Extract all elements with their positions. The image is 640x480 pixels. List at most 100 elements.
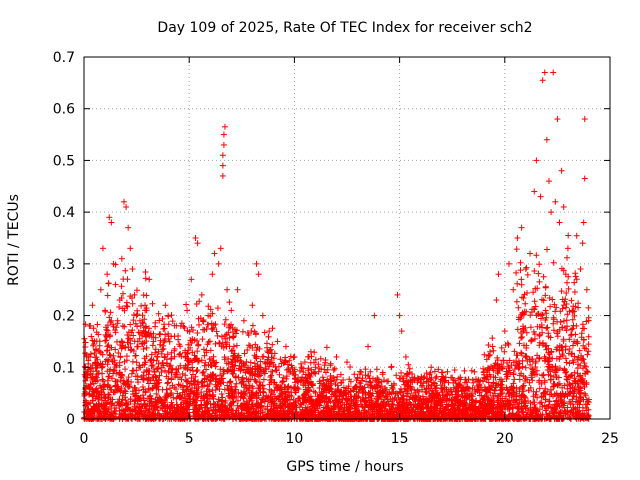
data-point (102, 307, 109, 314)
data-point (177, 322, 184, 329)
data-point (409, 374, 416, 381)
data-point (266, 328, 273, 335)
data-point (581, 116, 588, 123)
y-tick-label: 0.3 (53, 257, 75, 273)
data-point (171, 333, 178, 340)
data-point (106, 214, 113, 221)
data-point (428, 364, 435, 371)
data-point (89, 302, 96, 309)
data-point (558, 167, 565, 174)
data-point (137, 322, 144, 329)
data-point (97, 286, 104, 293)
data-point (301, 359, 308, 366)
data-point (131, 291, 138, 298)
data-point (501, 328, 508, 335)
x-axis-ticks: 0 5 10 15 20 25 (80, 57, 619, 447)
data-point (123, 203, 130, 210)
data-point (333, 353, 340, 360)
data-point (220, 141, 227, 148)
y-axis-label: ROTI / TECUs (6, 194, 22, 286)
data-point (215, 260, 222, 267)
data-point (125, 224, 132, 231)
data-point (459, 384, 466, 391)
data-point (322, 369, 329, 376)
data-point (116, 297, 123, 304)
data-point (550, 69, 557, 76)
x-axis-label: GPS time / hours (286, 459, 403, 475)
data-point (548, 209, 555, 216)
data-point (127, 245, 134, 252)
chart-title: Day 109 of 2025, Rate Of TEC Index for r… (157, 20, 532, 36)
data-point (438, 369, 445, 376)
data-point (394, 291, 401, 298)
data-point (531, 188, 538, 195)
data-point (209, 271, 216, 278)
data-point (99, 245, 106, 252)
measurement-cloud-markers (81, 232, 592, 422)
x-tick-label: 0 (80, 431, 89, 447)
x-tick-label: 25 (601, 431, 619, 447)
data-point (220, 131, 227, 138)
data-point (365, 343, 372, 350)
x-tick-label: 10 (285, 431, 303, 447)
data-point (543, 136, 550, 143)
data-point (581, 175, 588, 182)
data-point (234, 286, 241, 293)
data-point (142, 302, 149, 309)
y-tick-label: 0 (66, 412, 75, 428)
data-point (527, 250, 534, 257)
data-point (552, 198, 559, 205)
data-point (255, 271, 262, 278)
data-point (198, 291, 205, 298)
data-point (194, 240, 201, 247)
data-point (211, 250, 218, 257)
data-point (564, 245, 571, 252)
data-point (91, 338, 98, 345)
data-point (560, 203, 567, 210)
data-point (573, 322, 580, 329)
data-point (344, 359, 350, 366)
data-point (514, 235, 521, 241)
data-point (85, 353, 92, 360)
data-point (291, 353, 298, 360)
plot-frame (83, 56, 611, 420)
data-point (533, 157, 540, 164)
data-point (110, 260, 117, 267)
data-point (93, 374, 100, 381)
data-point (449, 374, 456, 381)
data-point (522, 266, 529, 273)
data-point (184, 307, 191, 314)
data-point (402, 353, 409, 360)
data-point (379, 369, 386, 376)
data-point (506, 260, 513, 267)
x-tick-label: 5 (185, 431, 194, 447)
y-tick-label: 0.1 (53, 360, 75, 376)
data-point (133, 312, 140, 319)
data-point (219, 162, 226, 169)
data-point (518, 224, 525, 231)
y-tick-label: 0.5 (53, 153, 75, 169)
data-point (259, 312, 266, 319)
x-tick-label: 20 (496, 431, 514, 447)
data-point (371, 312, 378, 319)
data-point (249, 302, 256, 309)
data-point (150, 338, 157, 345)
data-point (120, 198, 127, 205)
data-point (354, 374, 361, 381)
data-point (545, 178, 552, 185)
data-point (192, 235, 199, 241)
data-point (154, 353, 161, 360)
data-point (480, 369, 487, 376)
data-point (583, 286, 590, 293)
data-point (569, 307, 576, 314)
data-point (388, 364, 395, 371)
data-point (188, 276, 195, 283)
data-point (398, 328, 405, 335)
y-tick-label: 0.2 (53, 309, 75, 325)
data-point (554, 116, 561, 123)
data-point (114, 317, 121, 324)
data-point (510, 286, 517, 293)
data-point (108, 219, 115, 226)
data-point (487, 348, 494, 355)
